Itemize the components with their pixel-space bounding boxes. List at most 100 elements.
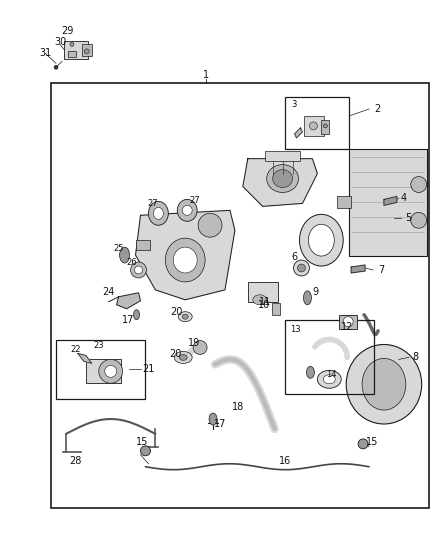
Ellipse shape xyxy=(323,375,335,384)
Bar xyxy=(248,282,278,302)
Text: 14: 14 xyxy=(326,370,336,379)
Ellipse shape xyxy=(293,260,309,276)
Ellipse shape xyxy=(131,262,146,278)
Text: 3: 3 xyxy=(291,100,296,109)
Ellipse shape xyxy=(134,266,142,274)
Ellipse shape xyxy=(179,354,187,360)
Ellipse shape xyxy=(148,201,168,225)
Bar xyxy=(86,359,120,383)
Text: 4: 4 xyxy=(401,193,407,204)
Text: 24: 24 xyxy=(102,287,115,297)
Bar xyxy=(51,83,429,508)
Text: 2: 2 xyxy=(374,104,380,114)
Text: 17: 17 xyxy=(214,419,226,429)
Ellipse shape xyxy=(308,224,334,256)
Text: 9: 9 xyxy=(312,287,318,297)
Text: 7: 7 xyxy=(378,265,384,275)
Text: 5: 5 xyxy=(406,213,412,223)
Ellipse shape xyxy=(153,207,163,219)
Polygon shape xyxy=(384,197,397,205)
Text: 27: 27 xyxy=(190,196,201,205)
Polygon shape xyxy=(294,128,303,138)
Text: 18: 18 xyxy=(232,402,244,412)
Polygon shape xyxy=(135,211,235,300)
Ellipse shape xyxy=(54,65,58,69)
Bar xyxy=(321,120,329,134)
Bar xyxy=(339,314,357,329)
Text: 10: 10 xyxy=(258,300,270,310)
Bar xyxy=(285,320,374,394)
Ellipse shape xyxy=(209,413,217,425)
Bar xyxy=(82,44,92,56)
Text: 27: 27 xyxy=(147,199,158,208)
Bar xyxy=(64,42,88,59)
Text: 15: 15 xyxy=(366,437,378,447)
Text: 23: 23 xyxy=(93,341,104,350)
Ellipse shape xyxy=(309,122,318,130)
Ellipse shape xyxy=(182,314,188,319)
Ellipse shape xyxy=(362,358,406,410)
Bar xyxy=(337,197,351,208)
Bar xyxy=(135,240,150,250)
Ellipse shape xyxy=(300,214,343,266)
Ellipse shape xyxy=(173,247,197,273)
Ellipse shape xyxy=(343,317,353,327)
Text: 6: 6 xyxy=(291,252,297,262)
Ellipse shape xyxy=(193,341,207,354)
Bar xyxy=(265,151,300,160)
Text: 31: 31 xyxy=(39,49,51,58)
Ellipse shape xyxy=(198,213,222,237)
Polygon shape xyxy=(243,159,318,206)
Polygon shape xyxy=(351,265,365,273)
Polygon shape xyxy=(78,353,92,364)
Ellipse shape xyxy=(99,359,123,383)
Ellipse shape xyxy=(178,312,192,321)
Text: 1: 1 xyxy=(203,70,209,80)
Ellipse shape xyxy=(182,205,192,215)
Text: 20: 20 xyxy=(170,306,183,317)
Bar xyxy=(304,116,324,136)
Ellipse shape xyxy=(70,43,74,46)
Bar xyxy=(272,303,279,314)
Bar xyxy=(349,149,427,256)
Text: 22: 22 xyxy=(71,345,81,354)
Text: 20: 20 xyxy=(169,350,181,359)
Text: 25: 25 xyxy=(113,244,124,253)
Ellipse shape xyxy=(304,291,311,305)
Text: 11: 11 xyxy=(258,297,271,307)
Ellipse shape xyxy=(307,366,314,378)
Bar xyxy=(285,97,349,149)
Ellipse shape xyxy=(177,199,197,221)
Text: 26: 26 xyxy=(126,257,137,266)
Text: 17: 17 xyxy=(122,314,135,325)
Text: 12: 12 xyxy=(341,321,353,332)
Ellipse shape xyxy=(358,439,368,449)
Text: 13: 13 xyxy=(290,325,301,334)
Ellipse shape xyxy=(297,264,305,272)
Text: 16: 16 xyxy=(279,456,291,466)
Text: 30: 30 xyxy=(54,37,66,47)
Ellipse shape xyxy=(120,247,130,263)
Bar xyxy=(68,51,76,58)
Text: 28: 28 xyxy=(70,456,82,466)
Ellipse shape xyxy=(253,295,267,305)
Ellipse shape xyxy=(318,370,341,388)
Ellipse shape xyxy=(105,365,117,377)
Ellipse shape xyxy=(141,446,150,456)
Bar xyxy=(56,340,145,399)
Text: 8: 8 xyxy=(413,352,419,362)
Text: 19: 19 xyxy=(188,337,200,348)
Ellipse shape xyxy=(85,49,89,54)
Ellipse shape xyxy=(134,310,140,320)
Ellipse shape xyxy=(267,165,298,192)
Text: 29: 29 xyxy=(61,27,73,36)
Ellipse shape xyxy=(174,351,192,364)
Text: 21: 21 xyxy=(142,365,155,374)
Ellipse shape xyxy=(411,212,427,228)
Ellipse shape xyxy=(346,344,422,424)
Ellipse shape xyxy=(411,176,427,192)
Text: 15: 15 xyxy=(136,437,148,447)
Ellipse shape xyxy=(323,124,327,128)
Ellipse shape xyxy=(165,238,205,282)
Polygon shape xyxy=(117,293,141,309)
